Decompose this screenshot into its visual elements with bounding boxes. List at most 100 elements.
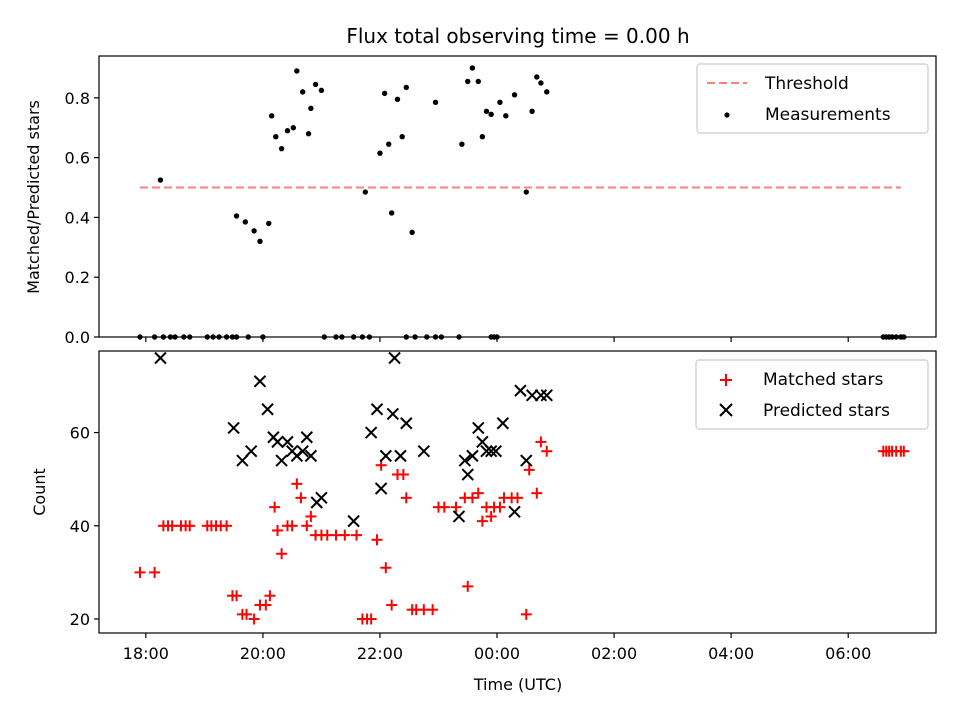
measurement-point [534,74,540,80]
predicted-star-point [296,445,309,458]
measurement-point [268,113,275,119]
measurement-point [299,89,306,95]
matched-star-point [462,580,474,592]
legend-measurements-swatch [724,112,730,118]
bottom-y-tick-label: 20 [70,610,90,629]
matched-star-point [286,520,298,532]
matched-star-point [371,534,383,546]
predicted-star-point [374,482,388,495]
predicted-star-point [386,407,400,421]
legend-predicted-swatch [719,403,733,417]
predicted-star-point [379,449,393,463]
matched-star-point [295,492,307,504]
x-tick-label: 02:00 [591,644,637,663]
matched-star-point [380,562,392,574]
predicted-star-point [370,403,384,416]
measurement-point [538,80,544,86]
predicted-star-point [496,417,510,430]
matched-star-point [301,520,313,532]
matched-star-point [531,487,543,499]
predicted-star-point [227,421,240,435]
measurement-point [233,213,240,219]
matched-star-point [476,515,488,527]
predicted-star-point [244,445,258,458]
x-tick-label: 20:00 [240,644,286,663]
legend-threshold-label: Threshold [764,74,849,94]
predicted-star-point [388,351,401,365]
measurement-point [362,189,369,195]
top-panel: 0.00.20.40.60.8 Matched/Predicted stars … [24,55,937,347]
top-axes-frame [98,55,937,338]
measurement-point [242,219,249,225]
top-y-tick-label: 0.8 [65,89,90,108]
measurement-point [459,141,465,147]
measurement-point [475,78,481,85]
bottom-panel: 20 40 60 18:00 20:00 22:00 00:00 02:00 04:00 06:… [30,350,937,694]
predicted-star-point [281,435,294,449]
measurement-point [257,238,263,245]
measurement-point [273,134,279,140]
legend-predicted-label: Predicted stars [763,401,890,421]
x-tick-label: 18:00 [123,644,169,663]
measurement-point [308,105,314,112]
predicted-star-point [394,449,407,463]
legend-measurements-label: Measurements [765,105,891,125]
matched-star-point [231,590,243,602]
measurement-point [312,81,319,88]
matched-star-point [438,501,450,513]
measurement-point [318,87,325,94]
measurement-point [479,134,486,140]
predicted-star-point [400,417,413,430]
predicted-star-point [461,468,474,481]
predicted-star-point [253,375,267,388]
matched-star-point [386,599,398,611]
bottom-y-ticks: 20 40 60 [70,424,99,629]
measurement-point [305,131,312,137]
measurement-point [388,210,395,216]
predicted-star-point [154,351,167,365]
predicted-star-point [484,445,498,458]
matched-star-point [339,529,351,541]
bottom-y-tick-label: 40 [70,517,90,536]
bottom-legend: Matched stars Predicted stars [695,359,929,430]
top-y-tick-label: 0.0 [65,328,90,347]
top-y-axis-label: Matched/Predicted stars [24,100,43,294]
x-axis-label: Time (UTC) [473,675,562,694]
measurement-point [469,65,476,71]
predicted-star-point [540,389,553,402]
matched-star-point [535,436,547,448]
matched-star-point [260,599,272,611]
measurement-point [523,189,529,195]
measurement-point [386,141,392,147]
measurement-point [157,177,164,183]
measurement-point [284,128,291,134]
measurement-point [511,92,518,98]
measurement-point [503,113,509,119]
predicted-star-point [347,514,360,528]
measurement-point [294,68,300,74]
matched-star-point [466,492,478,504]
matched-star-point [276,548,288,560]
top-y-tick-label: 0.4 [65,208,90,227]
predicted-star-point [364,426,378,439]
matched-star-point [240,608,252,620]
predicted-star-point [534,389,548,402]
matched-star-point [397,469,409,481]
matched-star-point [149,566,161,578]
matched-star-point [272,524,284,536]
predicted-star-point [508,505,521,519]
measurement-point [251,228,257,234]
predicted-star-point [520,454,533,467]
predicted-star-point [417,445,431,458]
chart-title: Flux total observing time = 0.00 h [346,24,689,48]
measurement-point [394,96,401,103]
predicted-star-point [275,454,288,467]
matched-star-point [400,492,412,504]
matched-star-point [494,501,506,513]
x-tick-label: 04:00 [708,644,754,663]
predicted-star-point [466,449,479,463]
matched-star-point [264,590,276,602]
matched-star-point [472,487,484,499]
measurement-point [399,134,405,140]
